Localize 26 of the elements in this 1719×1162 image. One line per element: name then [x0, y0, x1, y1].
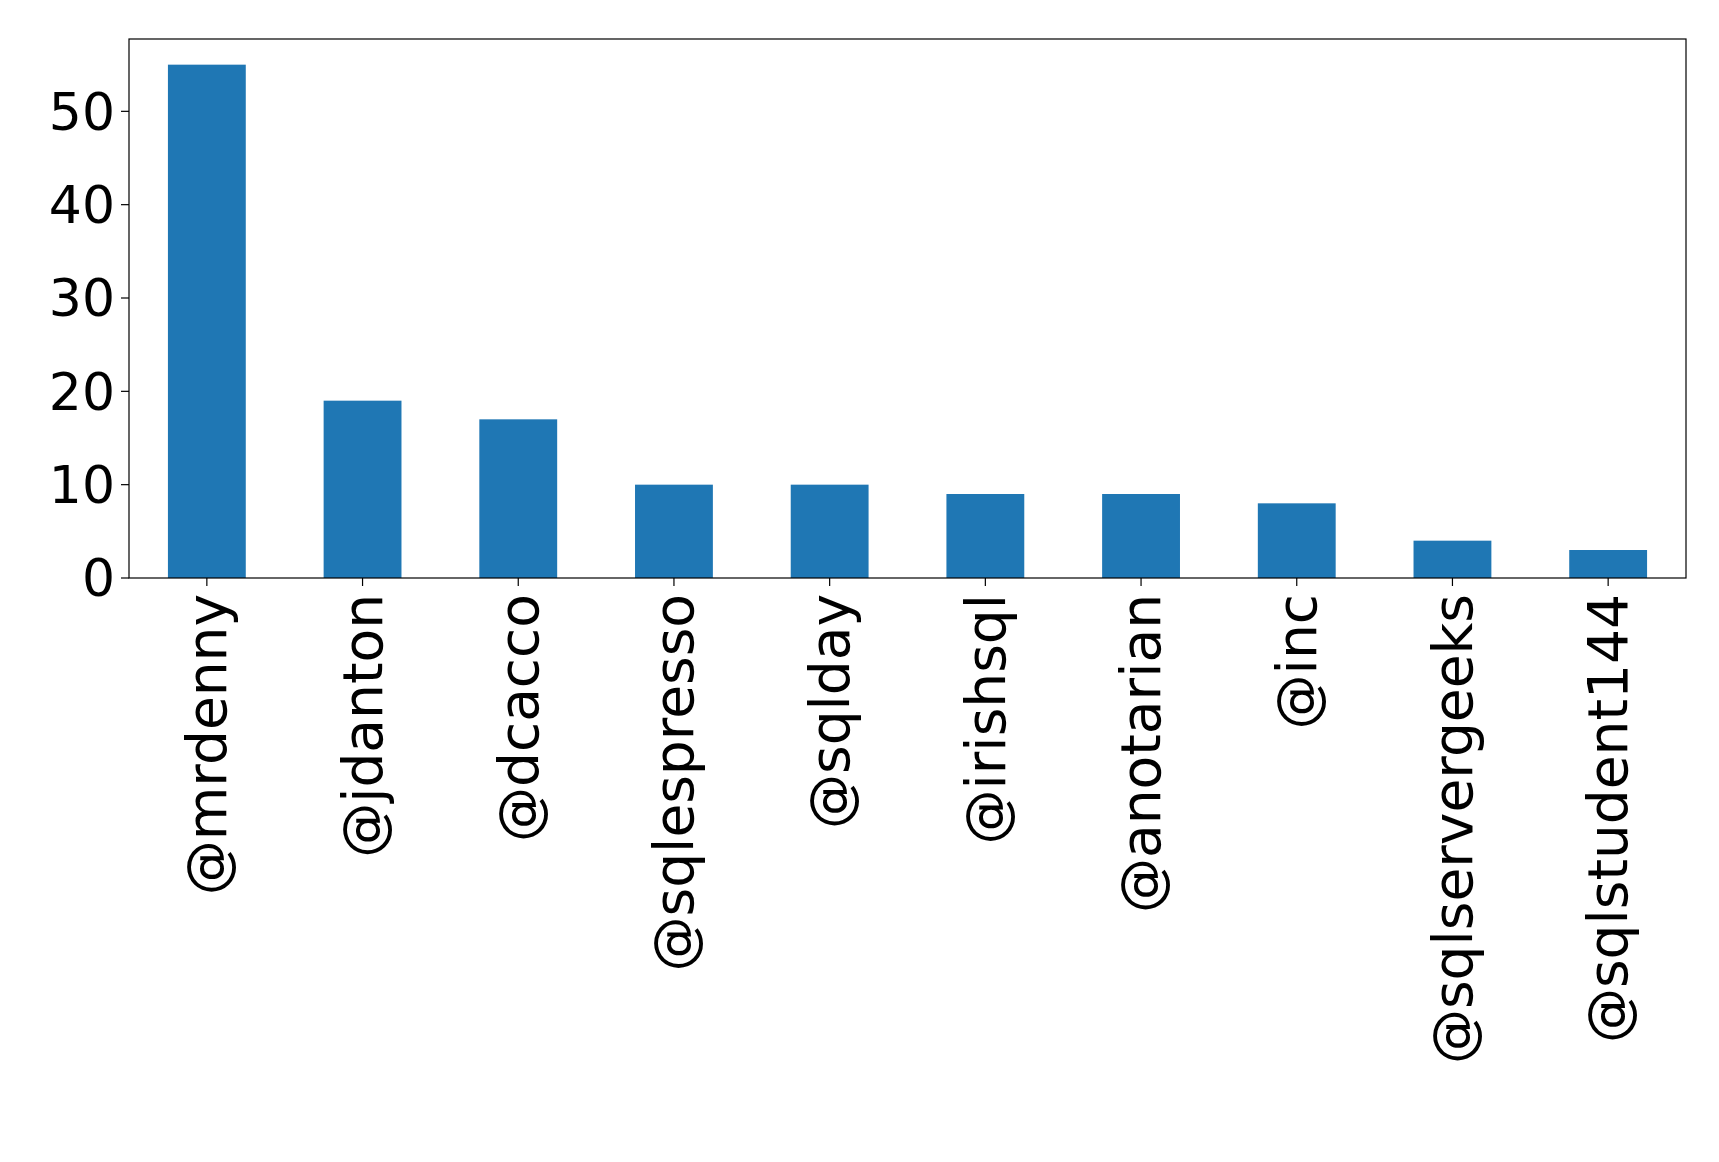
bar	[635, 484, 713, 578]
x-tick-label: @sqlstudent144	[1576, 594, 1641, 1044]
bar	[323, 400, 402, 578]
y-tick-label: 30	[48, 268, 115, 329]
x-tick-label: @dcacco	[486, 594, 551, 842]
y-tick-label: 50	[48, 81, 115, 142]
bar	[1569, 550, 1648, 578]
x-tick-label: @inc	[1265, 594, 1329, 730]
x-tick-label: @irishsql	[953, 594, 1018, 845]
bar	[1413, 540, 1492, 578]
x-tick-label: @mrdenny	[175, 594, 240, 896]
x-tick-label: @sqlespresso	[642, 594, 707, 972]
x-tick-label: @sqlservergeeks	[1420, 594, 1485, 1065]
x-tick-label: @jdanton	[330, 594, 395, 858]
bar	[1257, 503, 1336, 578]
x-tick-label: @anotarian	[1109, 594, 1174, 913]
bar	[1102, 494, 1180, 578]
x-tick-label: @sqlday	[797, 594, 862, 830]
y-tick-label: 10	[48, 454, 115, 515]
bar	[790, 484, 869, 578]
y-tick-label: 0	[81, 548, 115, 609]
bar	[946, 494, 1025, 578]
y-tick-label: 40	[48, 174, 115, 235]
bar	[167, 64, 246, 578]
bar	[479, 419, 558, 578]
y-tick-label: 20	[48, 361, 115, 422]
